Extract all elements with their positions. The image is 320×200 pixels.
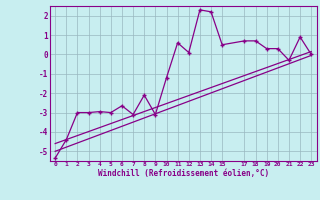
X-axis label: Windchill (Refroidissement éolien,°C): Windchill (Refroidissement éolien,°C) bbox=[98, 169, 269, 178]
